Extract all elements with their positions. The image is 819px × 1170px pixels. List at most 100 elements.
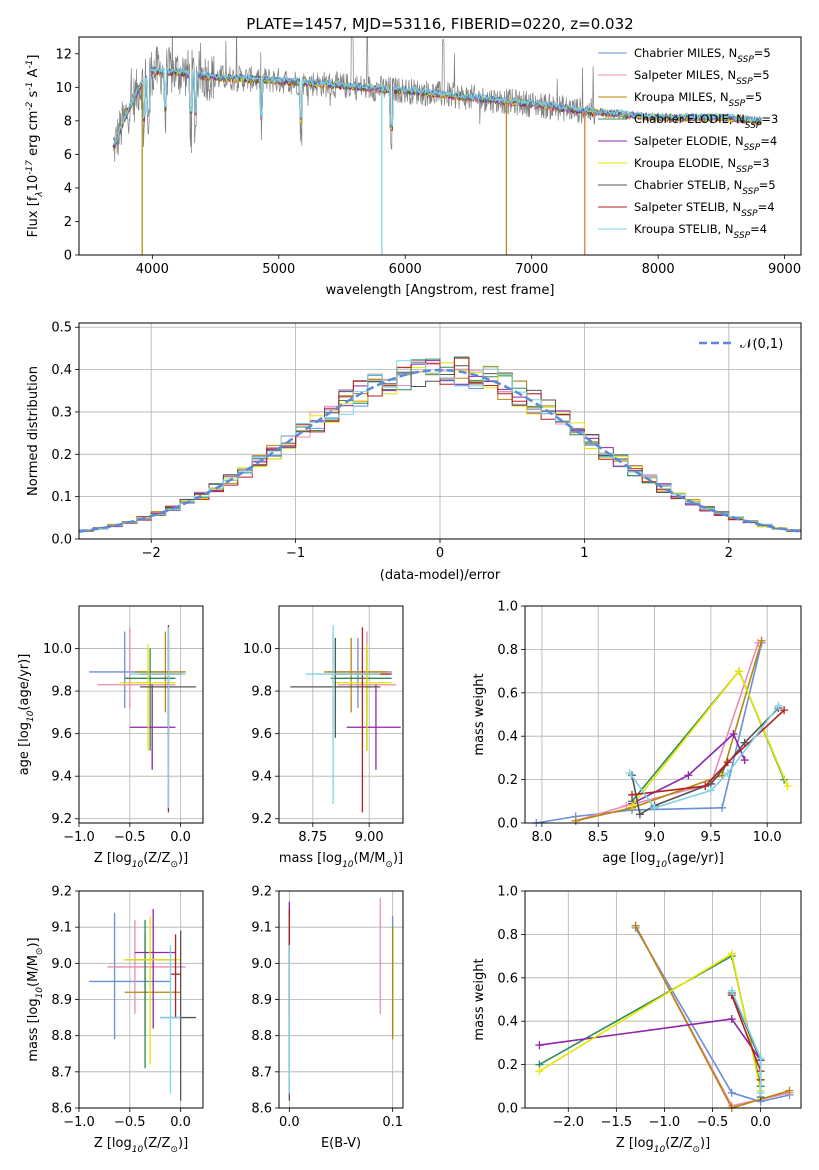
weight-marker [706,786,715,795]
axes-frame [78,890,204,1109]
weight-marker [783,782,792,791]
x-tick-label: 0.1 [382,1115,403,1130]
y-axis-label: age [log10(age/yr)] [17,654,36,776]
y-tick-label: 1.0 [497,885,518,900]
weight-marker [535,1041,544,1050]
x-axis-label: mass [log10(M/M⊙)] [279,851,403,870]
y-tick-label: 0.4 [497,730,518,745]
x-tick-label: −1.5 [601,1115,633,1130]
weight-marker [625,769,634,778]
y-axis-label: Normed distribution [26,366,41,496]
y-tick-label: 10.0 [43,642,72,657]
weight-marker [740,756,749,765]
x-axis-label: E(B-V) [321,1136,361,1151]
legend-entry: Kroupa STELIB, NSSP=4 [634,222,767,241]
y-tick-label: 1.0 [497,600,518,615]
y-tick-label: 9.2 [251,812,272,827]
y-tick-label: 10 [55,81,72,96]
y-tick-label: 2 [64,215,72,230]
x-tick-label: −1 [286,546,305,561]
y-tick-label: 0.3 [51,405,72,420]
normal-curve [78,368,802,533]
y-tick-label: 8.9 [51,993,72,1008]
weight-marker [571,816,580,825]
weight-line [631,707,780,816]
x-tick-label: 0 [436,546,444,561]
y-tick-label: 0.0 [497,1102,518,1117]
x-tick-label: 9000 [768,262,801,277]
x-tick-label: 2 [725,546,733,561]
x-tick-label: 8.5 [588,830,609,845]
axes-frame [278,605,404,824]
axes-frame [524,890,802,1109]
y-tick-label: 0.0 [497,817,518,832]
legend-entry: 𝒩(0,1) [740,337,783,352]
y-tick-label: 9.4 [251,770,272,785]
residuals-panel: −2 −1 0 1 2 0.0 0.1 0.2 0.3 0.4 0.5 (data-model)/er… [26,321,802,583]
y-tick-label: 8.9 [251,993,272,1008]
x-tick-label: 9.0 [644,830,665,845]
x-tick-label: 9.00 [355,830,384,845]
axes-frame [78,36,802,256]
y-tick-label: 0.6 [497,971,518,986]
spectrum-title: PLATE=1457, MJD=53116, FIBERID=0220, z=0… [246,15,633,33]
y-tick-label: 8.8 [251,1029,272,1044]
y-tick-label: 0.8 [497,928,518,943]
weight-line [539,1018,762,1061]
y-tick-label: 0.6 [497,686,518,701]
weight-marker [727,1015,736,1024]
age-mass-panel: 8.75 9.00 9.2 9.4 9.6 9.8 10.0 mass [log10(M/M⊙… [243,605,404,870]
y-tick-label: 0.4 [497,1015,518,1030]
weight-marker [757,636,766,645]
legend-entry: Chabrier MILES, NSSP=5 [634,46,771,65]
y-axis-label: mass [log10(M/M⊙)] [26,937,45,1061]
axes-frame [78,322,802,540]
x-tick-label: 6000 [389,262,422,277]
x-axis-label: Z [log10(Z/Z⊙)] [94,851,188,870]
y-axis-label: mass weight [472,958,487,1040]
y-tick-label: 9.2 [51,885,72,900]
x-tick-label: 8000 [642,262,675,277]
y-tick-label: 8.8 [51,1029,72,1044]
y-tick-label: 0.1 [51,490,72,505]
weight-line [575,642,759,822]
y-tick-label: 9.0 [51,957,72,972]
axes-frame [524,605,802,824]
x-axis-label: wavelength [Angstrom, rest frame] [326,283,555,298]
weight-marker [756,1088,765,1097]
axes-frame [278,890,404,1109]
x-tick-label: 10.0 [753,830,782,845]
y-tick-label: 8.7 [51,1065,72,1080]
y-tick-label: 9.2 [251,885,272,900]
x-tick-label: 0.0 [279,1115,300,1130]
y-tick-label: 8.6 [251,1102,272,1117]
legend-entry: Salpeter ELODIE, NSSP=4 [634,134,777,153]
y-axis-label: Flux [fλ10-17 erg cm-2 s-1 A-1] [25,55,45,238]
y-tick-label: 8.6 [51,1102,72,1117]
x-tick-label: 9.5 [701,830,722,845]
mass-Z-panel: −1.0 −0.5 0.0 8.6 8.7 8.8 8.9 9.0 9.1 9.2 Z [log10… [26,885,204,1155]
weight-marker [780,706,789,715]
weight-marker [729,730,738,739]
weight-marker [723,758,732,767]
weight-marker [740,738,749,747]
x-tick-label: 0.0 [750,1115,771,1130]
x-tick-label: −0.5 [697,1115,729,1130]
model-spectrum [112,66,762,145]
weight-marker [635,810,644,819]
weight-marker [628,790,637,799]
weight-age-panel: 8.0 8.5 9.0 9.5 10.0 0.0 0.2 0.4 0.6 0.8 1.0 age [l… [472,600,802,870]
legend-entry: Chabrier ELODIE, NSSP=3 [634,112,778,131]
x-tick-label: −2 [142,546,161,561]
legend-entry: Salpeter STELIB, NSSP=4 [634,200,775,219]
x-tick-label: −1.0 [63,830,95,845]
y-tick-label: 0.0 [51,533,72,548]
y-tick-label: 9.8 [251,685,272,700]
y-tick-label: 9.0 [251,957,272,972]
weight-marker [535,1067,544,1076]
weight-marker [684,771,693,780]
legend-entry: Kroupa MILES, NSSP=5 [634,90,762,109]
x-tick-label: 0.0 [170,830,191,845]
x-tick-label: 5000 [262,262,295,277]
y-tick-label: 0.2 [51,448,72,463]
